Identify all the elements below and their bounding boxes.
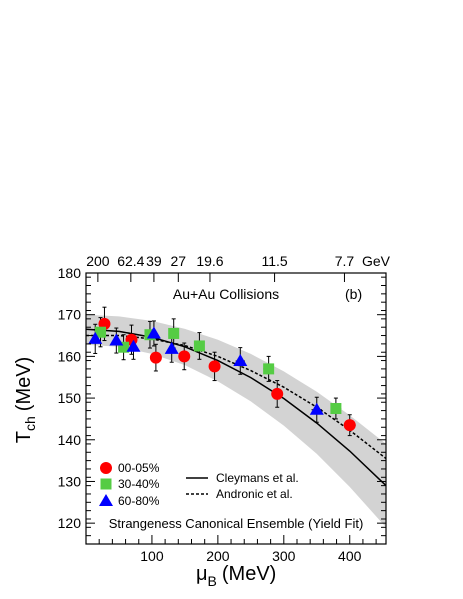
top-tick-label: 19.6: [196, 253, 223, 269]
x-tick-label: 400: [338, 548, 362, 564]
curve-andronic: [86, 334, 387, 460]
plot-frame: [85, 272, 387, 545]
point-triangle-2-3: [146, 326, 161, 339]
x-axis-title-main: μ: [196, 563, 208, 585]
point-triangle-2-0: [88, 331, 103, 344]
point-triangle-2-2: [126, 339, 141, 352]
point-square-1-4: [193, 340, 205, 352]
y-axis-title: Tch (MeV): [13, 357, 38, 443]
x-tick-label: 100: [140, 548, 164, 564]
y-tick-label: 130: [58, 473, 82, 489]
x-tick-label: 300: [272, 548, 296, 564]
point-triangle-2-4: [164, 341, 179, 354]
legend-marker-30-40: [100, 478, 112, 490]
y-tick-label: 170: [58, 307, 82, 323]
y-axis-title-sub: ch: [22, 416, 38, 431]
x-axis-title: μB (MeV): [196, 563, 276, 589]
legend-marker-00-05: [100, 462, 112, 474]
point-circle-0-6: [343, 419, 356, 432]
data-markers: [88, 317, 356, 432]
top-tick-label: 27: [171, 253, 187, 269]
legend-label-60-80: 60-80%: [118, 494, 160, 508]
point-square-1-6: [330, 403, 342, 414]
legend-marker-60-80: [99, 494, 113, 506]
y-axis-title-unit: (MeV): [13, 357, 35, 411]
y-tick-label: 120: [58, 515, 82, 531]
top-tick-label: 62.4: [117, 253, 144, 269]
x-axis-title-unit: (MeV): [222, 563, 276, 585]
top-tick-label: 11.5: [261, 253, 287, 269]
panel-label: (b): [345, 286, 362, 302]
top-tick-label: 200: [86, 253, 110, 269]
point-circle-0-3: [178, 350, 191, 363]
legend-label-30-40: 30-40%: [118, 477, 160, 491]
legend-label-00-05: 00-05%: [118, 461, 160, 475]
point-triangle-2-1: [109, 333, 124, 346]
footer-text: Strangeness Canonical Ensemble (Yield Fi…: [109, 516, 364, 531]
point-circle-0-5: [271, 387, 284, 400]
legend-label-andronic: Andronic et al.: [216, 487, 293, 501]
point-square-1-3: [168, 327, 180, 339]
point-triangle-2-5: [233, 353, 248, 366]
y-axis-title-main: T: [13, 431, 35, 443]
legend: 00-05% 30-40% 60-80% Cleymans et al. And…: [99, 461, 299, 508]
y-tick-label: 150: [58, 390, 82, 406]
y-tick-label: 180: [58, 265, 82, 281]
point-square-1-5: [263, 363, 275, 375]
x-tick-label: 200: [206, 548, 230, 564]
legend-label-cleymans: Cleymans et al.: [216, 471, 299, 485]
point-circle-0-4: [208, 360, 221, 373]
y-tick-label: 140: [58, 432, 82, 448]
point-square-1-0: [95, 326, 107, 338]
annotation-title: Au+Au Collisions: [173, 286, 279, 302]
top-tick-label: 7.7: [335, 253, 355, 269]
plot-frame-rect: [85, 272, 387, 545]
axis-ticks: 120 130 140 150 160 170 180 100 200 300 400 200 62.4…: [58, 253, 386, 564]
y-tick-label: 160: [58, 348, 82, 364]
top-axis-unit: GeV: [362, 253, 391, 269]
top-tick-label: 39: [146, 253, 162, 269]
x-axis-title-sub: B: [208, 573, 217, 589]
point-triangle-2-6: [309, 402, 324, 415]
point-square-1-1: [118, 341, 130, 353]
point-circle-0-2: [149, 351, 162, 364]
